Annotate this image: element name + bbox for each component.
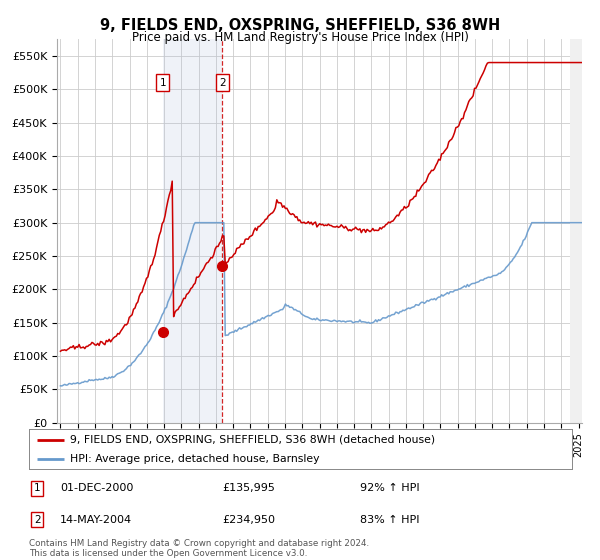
Text: HPI: Average price, detached house, Barnsley: HPI: Average price, detached house, Barn… (70, 454, 319, 464)
Text: 9, FIELDS END, OXSPRING, SHEFFIELD, S36 8WH (detached house): 9, FIELDS END, OXSPRING, SHEFFIELD, S36 … (70, 435, 434, 445)
Bar (570, 39, 587, 423)
Text: 2: 2 (34, 515, 41, 525)
Text: Contains HM Land Registry data © Crown copyright and database right 2024.
This d: Contains HM Land Registry data © Crown c… (29, 539, 369, 558)
Text: £135,995: £135,995 (222, 483, 275, 493)
Text: 83% ↑ HPI: 83% ↑ HPI (360, 515, 419, 525)
Text: 2: 2 (219, 78, 226, 87)
Bar (163, 39, 222, 423)
Text: 9, FIELDS END, OXSPRING, SHEFFIELD, S36 8WH: 9, FIELDS END, OXSPRING, SHEFFIELD, S36 … (100, 18, 500, 33)
Text: 01-DEC-2000: 01-DEC-2000 (60, 483, 133, 493)
Text: £234,950: £234,950 (222, 515, 275, 525)
Text: 14-MAY-2004: 14-MAY-2004 (60, 515, 132, 525)
Text: 1: 1 (160, 78, 166, 87)
Text: Price paid vs. HM Land Registry's House Price Index (HPI): Price paid vs. HM Land Registry's House … (131, 31, 469, 44)
Text: 92% ↑ HPI: 92% ↑ HPI (360, 483, 419, 493)
Text: 1: 1 (34, 483, 41, 493)
